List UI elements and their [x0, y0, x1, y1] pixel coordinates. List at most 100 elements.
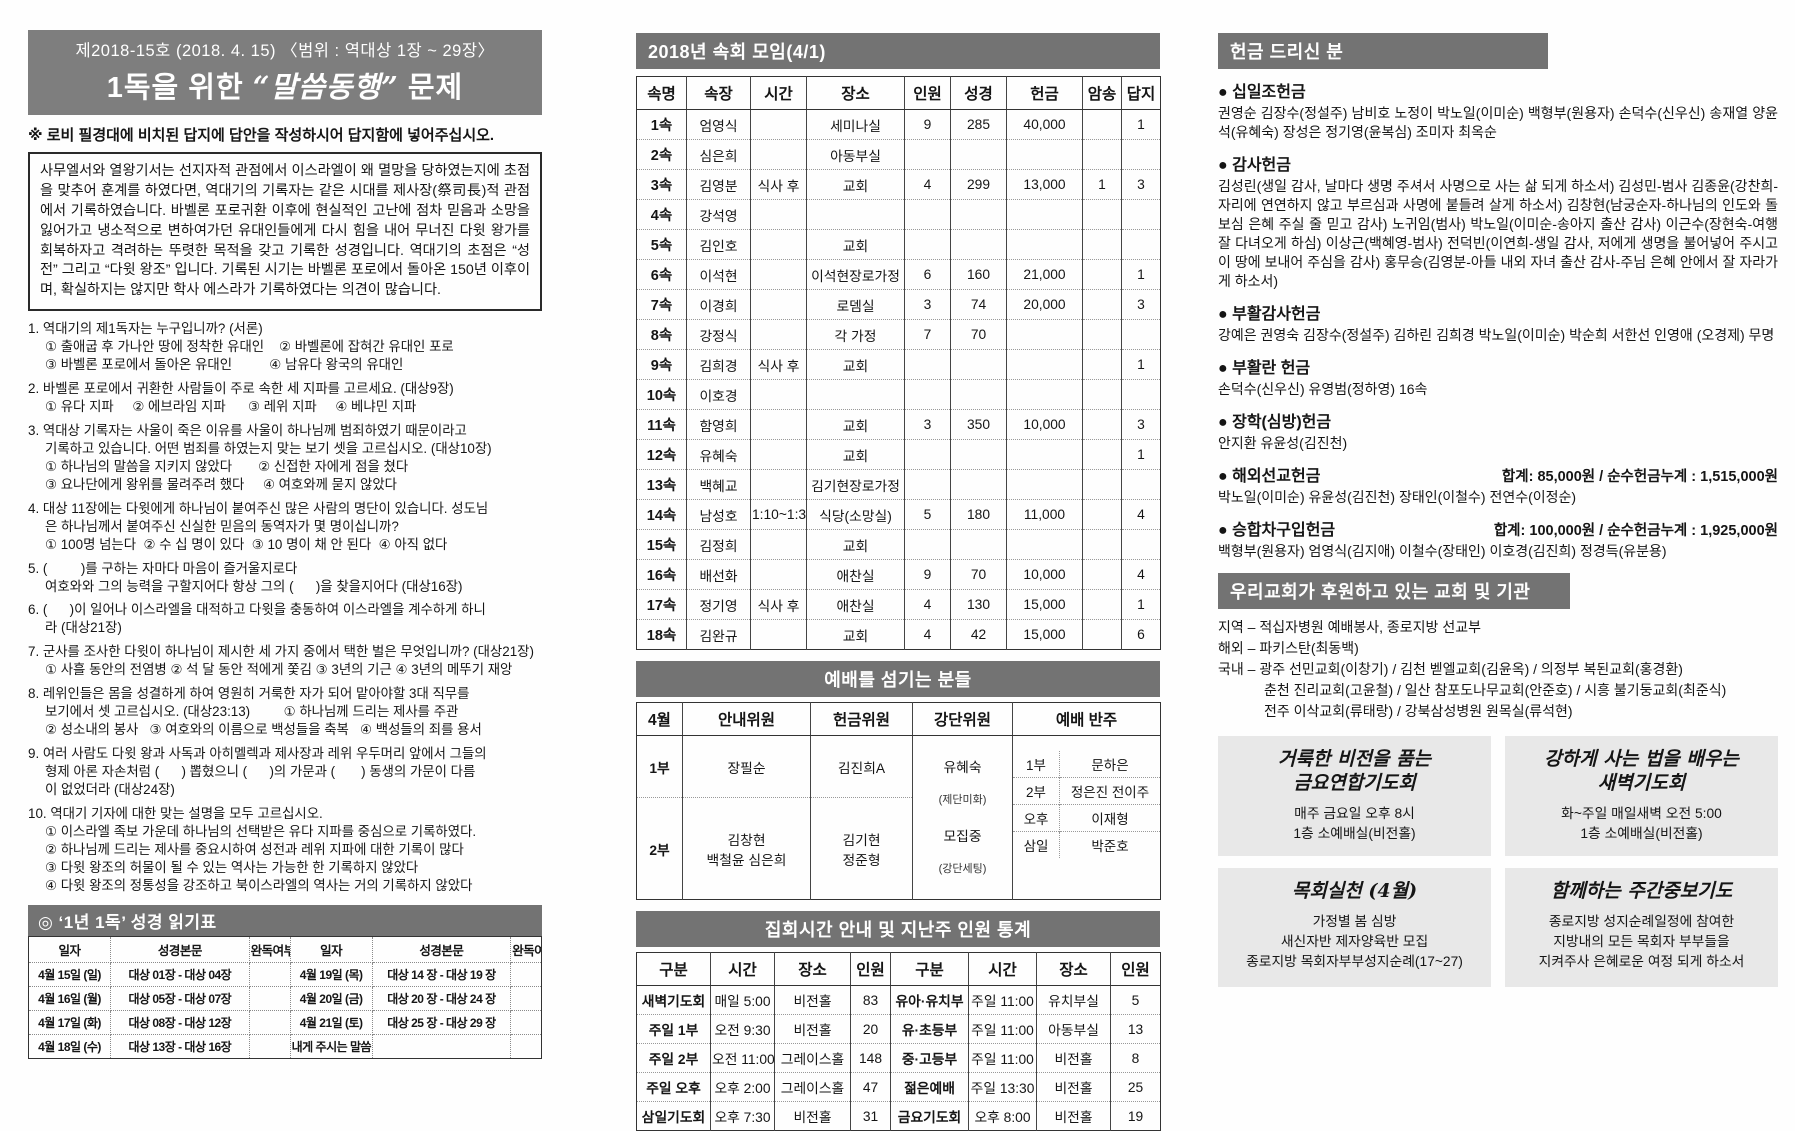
table-cell [950, 229, 1007, 260]
right-column: 헌금 드리신 분 ● 십일조헌금 권영순 김장수(정설주) 남비호 노정이 박노… [1218, 33, 1778, 987]
promo-body: 가정별 봄 심방 새신자반 제자양육반 모집 종로지방 목회자부부성지순례(17… [1246, 913, 1463, 969]
table-cell [750, 439, 807, 470]
table-cell: 그레이스홀 [774, 1043, 851, 1073]
offering-section-van-purchase: ● 승합차구입헌금 합계: 100,000원 / 순수헌금누계 : 1,925,… [1218, 516, 1778, 561]
table-cell: 대상 13장 - 대상 16장 [110, 1033, 250, 1059]
table-cell [1082, 379, 1122, 410]
table-cell: 아동부실 [806, 139, 905, 170]
text-line: ① 이스라엘 족보 가운데 하나님의 선택받은 유다 지파를 중심으로 기록하였… [45, 823, 477, 839]
table-cell: 인원 [904, 76, 951, 110]
table-cell: 1 [1121, 589, 1161, 620]
table-cell: 식사 후 [750, 589, 807, 620]
text-line: 7. 군사를 조사한 다윗이 하나님이 제시한 세 가지 중에서 택한 벌은 무… [28, 644, 534, 660]
table-cell [1006, 529, 1083, 560]
text-line: ① 100명 넘는다 ② 수 십 명이 있다 ③ 10 명이 채 안 된다 ④ … [45, 536, 448, 552]
table-cell [1121, 199, 1161, 230]
table-cell: 식당(소망실) [806, 499, 905, 530]
table-cell [750, 199, 807, 230]
promo-title: 거룩한 비전을 품는 금요연합기도회 [1277, 748, 1432, 795]
table-cell: 6 [1121, 619, 1161, 650]
table-cell [904, 349, 951, 380]
table-cell: 애찬실 [806, 589, 905, 620]
table-cell: 김기현장로가정 [806, 469, 905, 500]
offering-donors: 박노일(이미순) 유윤성(김진천) 장태인(이철수) 전연수(이정순) [1218, 489, 1577, 506]
table-cell [950, 199, 1007, 230]
table-cell: 성경본문 [371, 935, 512, 963]
table-cell: 10,000 [1006, 409, 1083, 440]
usher-name: 장필순 [682, 735, 811, 798]
table-cell: 13 [1110, 1014, 1161, 1044]
table-cell: 심은희 [686, 139, 751, 170]
table-cell: 10속 [636, 379, 687, 410]
table-cell: 비전홀 [1036, 1072, 1111, 1102]
altar-name: 유혜숙 [943, 760, 982, 775]
text-line: ① 출애굽 후 가나안 땅에 정착한 유대인 ② 바벨론에 잡혀간 유대인 포로 [45, 339, 454, 355]
table-cell: 김영분 [686, 169, 751, 200]
table-cell: 42 [950, 619, 1007, 650]
table-cell [1006, 199, 1083, 230]
table-cell [750, 259, 807, 290]
table-cell: 주일 오후 [636, 1072, 711, 1102]
table-cell: 4 [1121, 499, 1161, 530]
table-cell: 9 [904, 559, 951, 590]
promo-title: 강하게 사는 법을 배우는 새벽기도회 [1544, 748, 1739, 795]
table-cell [1006, 379, 1083, 410]
text-line: ③ 요나단에게 왕위를 물려주려 했다 ④ 여호와께 묻지 않았다 [45, 476, 397, 492]
question-item: 9. 여러 사람도 다윗 왕과 사독과 아히멜렉과 제사장과 레위 우두머리 앞… [28, 745, 542, 799]
table-cell: 3 [904, 409, 951, 440]
table-cell [1082, 139, 1122, 170]
table-cell [750, 469, 807, 500]
table-cell: 시간 [968, 952, 1037, 986]
offering-donors: 손덕수(신우신) 유영범(정하영) 16속 [1218, 381, 1428, 398]
promo-box-dawn-prayer: 강하게 사는 법을 배우는 새벽기도회 화~주일 매일새벽 오전 5:00 1층… [1505, 736, 1778, 856]
promo-boxes: 거룩한 비전을 품는 금요연합기도회 매주 금요일 오후 8시 1층 소예배실(… [1218, 736, 1778, 987]
table-row: 17속 정기영 식사 후 애찬실 4 130 15,000 1 [636, 589, 1161, 620]
issue-line: 제2018-15호 (2018. 4. 15) 〈범위 : 역대상 1장 ~ 2… [75, 42, 495, 60]
table-cell: 15속 [636, 529, 687, 560]
table-cell [1082, 469, 1122, 500]
table-cell: 70 [950, 319, 1007, 350]
table-cell: 299 [950, 169, 1007, 200]
left-column: 제2018-15호 (2018. 4. 15) 〈범위 : 역대상 1장 ~ 2… [27, 30, 542, 1059]
table-cell: 160 [950, 259, 1007, 290]
table-row: 3속 김영분 식사 후 교회 4 299 13,000 1 3 [636, 169, 1161, 200]
table-row: 4월 16일 (월) 대상 05장 - 대상 07장 4월 20일 (금) 대상 20… [27, 985, 542, 1011]
table-row: 13속 백혜교 김기현장로가정 [636, 469, 1161, 500]
table-row: 18속 김완규 교회 4 42 15,000 6 [636, 619, 1161, 650]
table-cell: 장소 [806, 76, 905, 110]
table-row: 1부 장필순 김진희A 유혜숙 (제단미화) 모집중 (강단세팅) 1부 문하은 2… [636, 735, 1161, 900]
table-cell: 교회 [806, 229, 905, 260]
table-cell [1006, 439, 1083, 470]
table-cell: 13,000 [1006, 169, 1083, 200]
table-cell: 답지 [1121, 76, 1161, 110]
table-cell: 5속 [636, 229, 687, 260]
table-cell: 유아·유치부 [890, 985, 969, 1015]
offering-donors: 권영순 김장수(정설주) 남비호 노정이 박노일(이미순) 백형부(원용자) 손… [1218, 105, 1778, 141]
table-cell: 130 [950, 589, 1007, 620]
table-cell: 1 [1082, 169, 1122, 200]
question-item: 4. 대상 11장에는 다윗에게 하나님이 붙여주신 많은 사람의 명단이 있습… [28, 500, 542, 554]
table-cell: 완독여부 [510, 935, 542, 963]
table-cell [510, 1033, 542, 1059]
table-cell: 새벽기도회 [636, 985, 711, 1015]
table-cell: 대상 05장 - 대상 07장 [110, 985, 250, 1011]
table-cell: 31 [850, 1101, 891, 1131]
table-cell: 헌금위원 [810, 702, 913, 736]
offering-donors: 백형부(원용자) 엄영식(김지애) 이철수(장태인) 이호경(김진희) 정경득(… [1218, 543, 1667, 560]
table-cell: 이재형 [1059, 804, 1160, 832]
table-row: 주일 2부 오전 11:00 그레이스홀 148 중·고등부 주일 11:00 비전홀 8 [636, 1043, 1161, 1073]
table-row: 7속 이경희 로뎀실 3 74 20,000 3 [636, 289, 1161, 320]
table-cell: 교회 [806, 169, 905, 200]
table-cell: 4 [1121, 559, 1161, 590]
table-cell: 8속 [636, 319, 687, 350]
table-cell: 3 [1121, 169, 1161, 200]
offering-section-scholarship: ● 장학(심방)헌금 안지환 유윤성(김진천) [1218, 408, 1778, 453]
reading-plan-table: 일자성경본문완독여부일자성경본문완독여부 4월 15일 (일)대상 01장 - … [27, 935, 542, 1059]
table-cell: 이경희 [686, 289, 751, 320]
table-row: 삼일기도회 오후 7:30 비전홀 31 금요기도회 오후 8:00 비전홀 19 [636, 1101, 1161, 1131]
offering-section-missions: ● 해외선교헌금 합계: 85,000원 / 순수헌금누계 : 1,515,00… [1218, 462, 1778, 507]
table-row: 1부 문하은 [1014, 751, 1160, 778]
table-cell [1006, 139, 1083, 170]
table-cell [248, 985, 291, 1011]
usher-names: 김창현 백철윤 심은희 [682, 797, 811, 900]
